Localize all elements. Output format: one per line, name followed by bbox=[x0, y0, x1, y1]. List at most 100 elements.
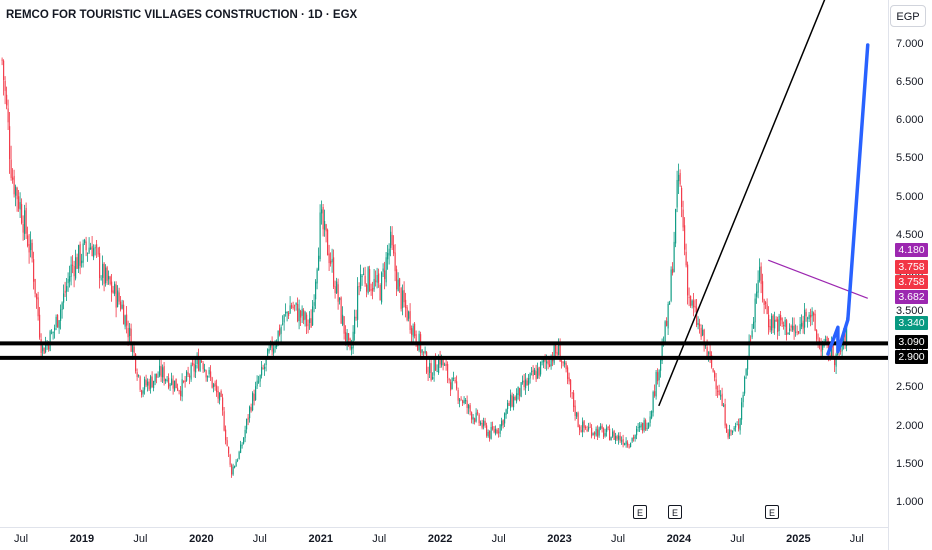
candle bbox=[358, 282, 360, 296]
candle bbox=[465, 397, 467, 404]
candle bbox=[19, 192, 21, 219]
candle bbox=[381, 271, 383, 305]
candle bbox=[337, 278, 339, 310]
candle bbox=[715, 373, 717, 397]
candle bbox=[387, 244, 389, 270]
candle bbox=[312, 299, 314, 327]
candle bbox=[43, 347, 45, 354]
candle bbox=[646, 422, 648, 431]
candle bbox=[328, 244, 330, 272]
candle bbox=[82, 239, 84, 268]
currency-button[interactable]: EGP bbox=[890, 5, 926, 27]
candle bbox=[121, 299, 123, 310]
candle bbox=[565, 361, 567, 373]
candle bbox=[81, 253, 83, 268]
time-tick-label: Jul bbox=[252, 533, 267, 545]
candle bbox=[31, 239, 33, 263]
candle bbox=[357, 277, 359, 328]
candle bbox=[258, 375, 260, 384]
candle bbox=[58, 319, 60, 334]
candle bbox=[201, 359, 203, 364]
candle bbox=[735, 422, 737, 432]
candle bbox=[280, 324, 282, 343]
candle bbox=[687, 261, 689, 305]
time-tick-label: Jul bbox=[491, 533, 506, 545]
candle bbox=[657, 368, 659, 385]
candle bbox=[528, 373, 530, 391]
earnings-event-marker[interactable]: E bbox=[765, 505, 779, 519]
candle bbox=[22, 215, 24, 241]
candle bbox=[711, 351, 713, 369]
candle bbox=[42, 343, 44, 358]
candle bbox=[621, 436, 623, 445]
candle bbox=[343, 316, 345, 340]
candle bbox=[775, 316, 777, 322]
candle bbox=[756, 283, 758, 304]
candle bbox=[745, 368, 747, 379]
candle bbox=[558, 338, 560, 356]
candle bbox=[237, 458, 239, 463]
candle bbox=[232, 463, 234, 476]
candle bbox=[595, 426, 597, 437]
candle bbox=[600, 423, 602, 431]
candle bbox=[319, 204, 321, 262]
price-axis-divider bbox=[888, 0, 889, 550]
candle bbox=[334, 280, 336, 299]
candle bbox=[483, 417, 485, 430]
candle bbox=[504, 412, 506, 427]
candle bbox=[811, 307, 813, 326]
candle bbox=[364, 266, 366, 287]
candle bbox=[21, 198, 23, 225]
candle bbox=[804, 303, 806, 335]
candle bbox=[724, 398, 726, 429]
candle bbox=[672, 262, 674, 276]
candle bbox=[714, 370, 716, 382]
candle bbox=[372, 281, 374, 300]
candle bbox=[84, 238, 86, 245]
candle bbox=[469, 403, 471, 416]
earnings-event-marker[interactable]: E bbox=[633, 505, 647, 519]
candle bbox=[67, 272, 69, 292]
candle bbox=[462, 399, 464, 407]
candle bbox=[676, 170, 678, 213]
candle bbox=[10, 145, 12, 181]
candle bbox=[93, 244, 95, 261]
candle bbox=[597, 425, 599, 441]
candle bbox=[9, 111, 11, 174]
candle bbox=[450, 379, 452, 396]
time-tick-label: Jul bbox=[849, 533, 864, 545]
time-tick-label: 2021 bbox=[308, 533, 333, 545]
candle bbox=[618, 432, 620, 445]
candle bbox=[654, 384, 656, 398]
candle bbox=[142, 387, 144, 398]
candle bbox=[111, 273, 113, 302]
candle bbox=[64, 281, 66, 298]
price-badge: 3.682 bbox=[895, 290, 928, 304]
candle bbox=[120, 296, 122, 312]
candle bbox=[693, 293, 695, 317]
candle bbox=[172, 375, 174, 395]
candle bbox=[333, 249, 335, 290]
candle bbox=[586, 425, 588, 433]
price-chart[interactable] bbox=[0, 0, 888, 527]
candle bbox=[489, 430, 491, 442]
price-badge: 3.758 bbox=[895, 260, 928, 274]
candle bbox=[409, 303, 411, 334]
candle bbox=[70, 256, 72, 286]
candle bbox=[694, 299, 696, 313]
candle bbox=[309, 311, 311, 330]
candle bbox=[642, 422, 644, 434]
candle bbox=[616, 434, 618, 441]
candle bbox=[168, 373, 170, 390]
earnings-event-marker[interactable]: E bbox=[668, 505, 682, 519]
candle bbox=[57, 314, 59, 328]
candle bbox=[250, 403, 252, 413]
candle bbox=[255, 381, 257, 401]
candle bbox=[34, 278, 36, 298]
candle bbox=[189, 373, 191, 385]
candle bbox=[490, 421, 492, 440]
price-tick-label: 3.500 bbox=[896, 305, 924, 318]
candle bbox=[399, 277, 401, 293]
candle bbox=[492, 421, 494, 431]
candle bbox=[570, 378, 572, 398]
